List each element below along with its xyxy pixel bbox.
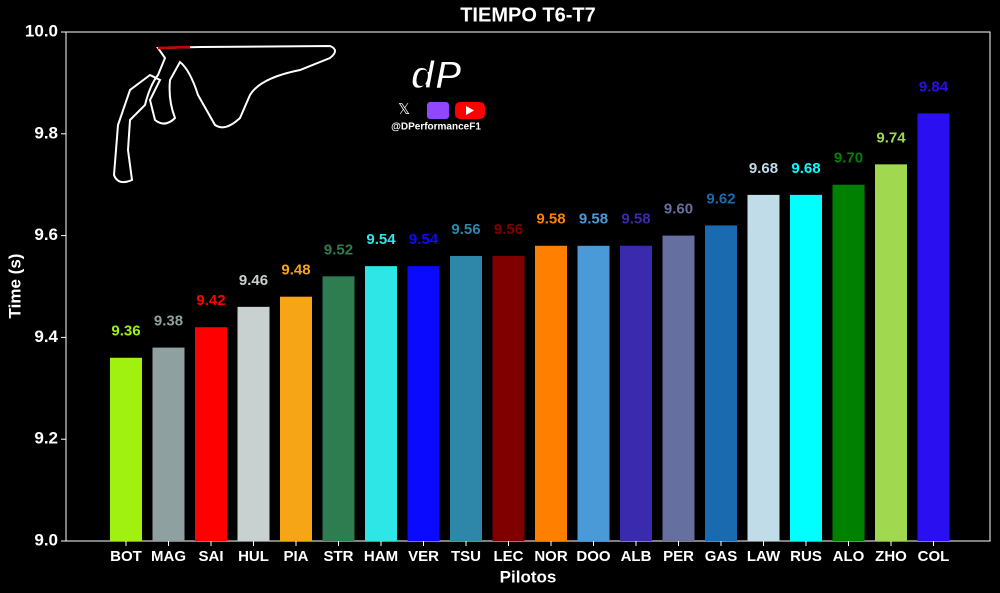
value-label: 9.70 [834,150,863,167]
value-label: 9.68 [791,160,820,177]
x-tick-label: TSU [451,548,481,565]
value-label: 9.60 [664,201,693,218]
value-label: 9.74 [876,129,906,146]
value-label: 9.58 [536,211,565,228]
bar [322,276,355,541]
y-tick-label: 9.2 [34,429,58,448]
bar [492,255,525,541]
x-tick-label: RUS [790,548,822,565]
watermark: @DPerformanceF1 [391,122,481,133]
x-tick-label: ZHO [875,548,907,565]
bar [195,327,227,541]
logo: dP [410,54,461,98]
track-map [112,44,336,184]
value-label: 9.58 [621,211,650,228]
bar [790,194,822,541]
value-label: 9.46 [239,272,268,289]
x-tick-label: VER [408,548,439,565]
value-label: 9.62 [706,190,735,207]
value-label: 9.38 [154,313,183,330]
bar [620,245,652,541]
value-label: 9.84 [919,78,949,95]
x-tick-label: HAM [364,548,398,565]
x-tick-label: GAS [705,548,738,565]
bar [407,266,440,541]
x-tick-label: MAG [151,548,186,565]
y-axis-label: Time (s) [5,254,24,319]
x-icon: 𝕏 [398,101,410,118]
value-label: 9.36 [111,323,140,340]
x-tick-label: COL [918,548,950,565]
value-label: 9.42 [196,292,225,309]
track-sector [157,45,191,50]
bar [237,306,270,541]
value-label: 9.54 [409,231,439,248]
bar [535,245,567,541]
value-label: 9.68 [749,160,778,177]
x-tick-label: STR [324,548,354,565]
value-label: 9.48 [281,262,310,279]
value-label: 9.54 [366,231,396,248]
plot-frame [65,31,991,542]
bar [917,113,950,541]
bar [705,225,737,542]
bar [577,245,610,541]
y-tick-label: 10.0 [25,21,58,40]
y-tick-label: 9.0 [34,530,58,549]
bar [832,184,865,541]
x-tick-label: ALO [833,548,865,565]
twitch-icon [427,102,449,119]
chart-title: TIEMPO T6-T7 [460,4,596,26]
bar [450,255,482,541]
x-axis-label: Pilotos [500,567,557,586]
y-tick-label: 9.6 [34,225,58,244]
bar [875,164,907,541]
value-label: 9.56 [494,221,523,238]
bar [152,347,185,541]
bar [280,296,312,541]
x-tick-label: NOR [534,548,568,565]
value-label: 9.56 [451,221,480,238]
x-tick-label: ALB [621,548,652,565]
bar [110,357,142,541]
value-label: 9.52 [324,241,353,258]
x-tick-label: HUL [238,548,269,565]
x-tick-label: BOT [110,548,142,565]
x-tick-label: PIA [283,548,308,565]
y-tick-label: 9.4 [34,327,58,346]
bar [747,194,780,541]
youtube-play [466,106,474,115]
bar [662,235,695,541]
x-tick-label: DOO [576,548,611,565]
x-tick-label: LAW [747,548,781,565]
bar [365,266,397,541]
x-tick-label: LEC [494,548,524,565]
value-label: 9.58 [579,211,608,228]
y-tick-label: 9.8 [34,123,58,142]
x-tick-label: PER [663,548,694,565]
x-tick-label: SAI [198,548,223,565]
